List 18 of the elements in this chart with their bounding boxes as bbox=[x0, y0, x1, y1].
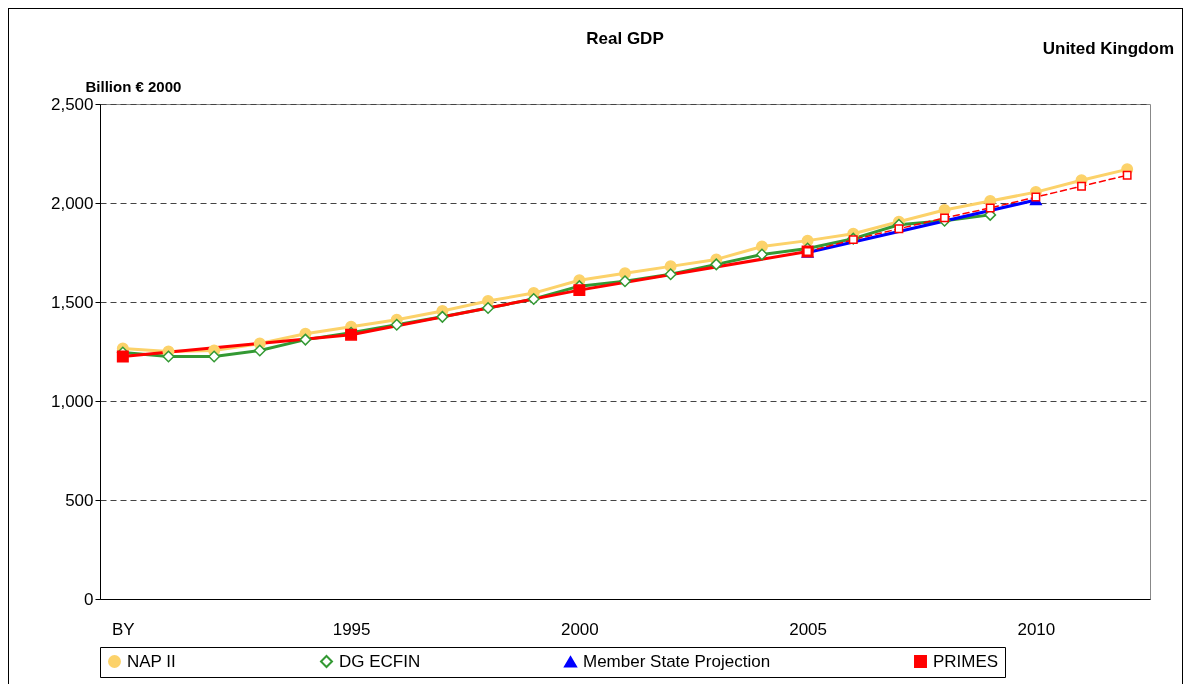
y-tick-label: 2,000 bbox=[50, 193, 94, 213]
x-tick-label: BY bbox=[111, 619, 135, 639]
legend-label: NAP II bbox=[127, 651, 176, 671]
legend-label: PRIMES bbox=[933, 651, 999, 671]
y-tick-label: 2,500 bbox=[50, 94, 94, 114]
x-tick-label: 2010 bbox=[1017, 619, 1056, 639]
y-tick-label: 1,000 bbox=[50, 391, 94, 411]
x-tick-label: 1995 bbox=[332, 619, 371, 639]
y-tick-label: 1,500 bbox=[50, 292, 94, 312]
x-tick-label: 2005 bbox=[789, 619, 828, 639]
y-tick-label: 500 bbox=[65, 490, 94, 510]
y-tick-label: 0 bbox=[84, 589, 94, 609]
legend-label: Member State Projection bbox=[583, 651, 771, 671]
x-tick-label: 2000 bbox=[560, 619, 599, 639]
legend-label: DG ECFIN bbox=[339, 651, 421, 671]
y-axis-title: Billion € 2000 bbox=[85, 77, 182, 95]
text: United Kingdom bbox=[1042, 39, 1174, 58]
chart-title: Real GDP bbox=[586, 29, 664, 48]
